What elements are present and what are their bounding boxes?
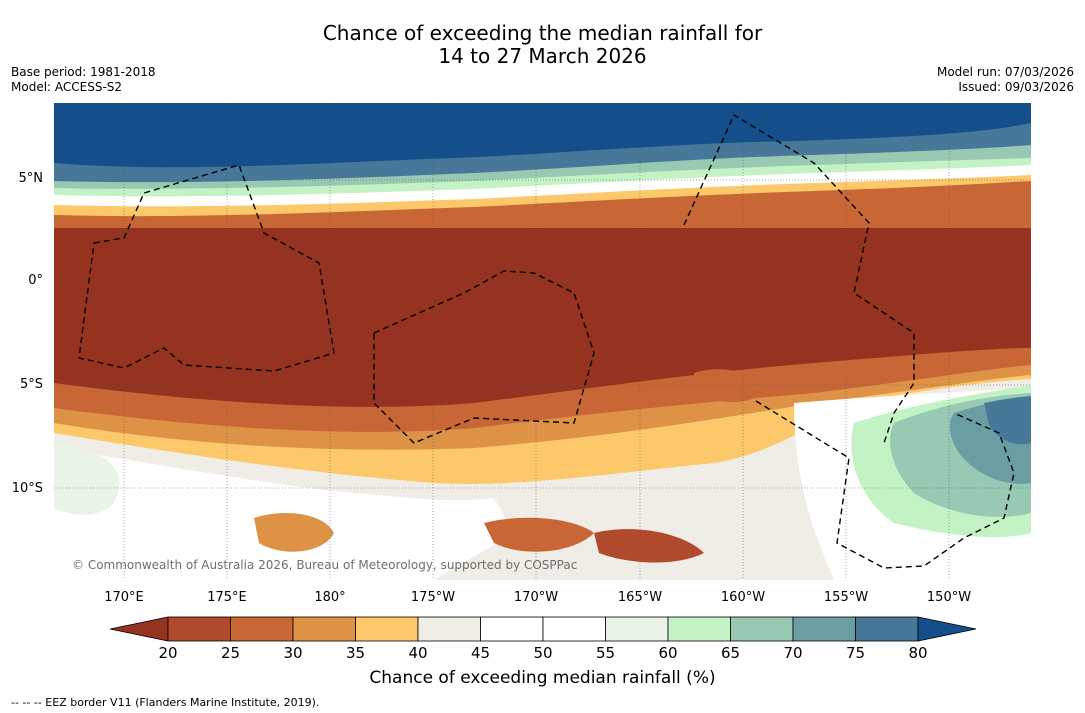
copyright-credit: © Commonwealth of Australia 2026, Bureau… [72, 558, 578, 572]
colorbar-segment [542, 616, 606, 642]
colorbar-tick-label: 35 [345, 644, 366, 662]
colorbar-segment [730, 616, 794, 642]
lon-label-170w: 170°W [513, 590, 559, 605]
lon-label-160w: 160°W [720, 590, 766, 605]
map-gridlines [54, 103, 1031, 580]
colorbar-tick-label: 40 [408, 644, 428, 662]
colorbar-segment [792, 616, 856, 642]
blotch-south-2 [484, 517, 594, 552]
lat-label-5s: 5°S [19, 377, 43, 392]
lon-label-170e: 170°E [104, 590, 144, 605]
rainfall-map: © Commonwealth of Australia 2026, Bureau… [54, 103, 1031, 580]
lon-label-175e: 175°E [207, 590, 247, 605]
colorbar-tick-label: 65 [720, 644, 741, 662]
colorbar-tick-label: 30 [283, 644, 303, 662]
colorbar-segment [417, 616, 481, 642]
colorbar-tick-label: 75 [845, 644, 866, 662]
colorbar-tick-label: 25 [220, 644, 241, 662]
issued-date: Issued: 09/03/2026 [958, 80, 1074, 94]
colorbar-tick-label: 55 [595, 644, 616, 662]
colorbar-extend-high [917, 616, 977, 642]
band-south-60 [54, 443, 120, 515]
colorbar-tick-label: 70 [783, 644, 803, 662]
meta-left: Base period: 1981-2018 Model: ACCESS-S2 [11, 65, 156, 95]
colorbar-segment [292, 616, 356, 642]
model-run: Model run: 07/03/2026 [936, 65, 1074, 79]
colorbar-tick-label: 20 [158, 644, 178, 662]
lon-label-175w: 175°W [410, 590, 456, 605]
colorbar-segment [480, 616, 544, 642]
colorbar-segment [230, 616, 294, 642]
colorbar-segment [605, 616, 669, 642]
colorbar-tick-label: 45 [470, 644, 491, 662]
blotch-mid-1 [694, 369, 764, 403]
title-line-2: 14 to 27 March 2026 [438, 44, 647, 68]
colorbar-tick-label: 50 [533, 644, 553, 662]
colorbar-tick-label: 80 [908, 644, 928, 662]
lon-label-165w: 165°W [617, 590, 663, 605]
base-period: Base period: 1981-2018 [11, 65, 156, 79]
model-name: Model: ACCESS-S2 [11, 80, 123, 94]
colorbar-segment [855, 616, 919, 642]
eez-line-south [755, 400, 1015, 569]
map-title: Chance of exceeding the median rainfall … [0, 22, 1085, 68]
eez-kiribati-gilbert [78, 164, 335, 372]
colorbar-extend-low [110, 616, 169, 642]
colorbar [110, 616, 977, 642]
lon-label-150w: 150°W [926, 590, 972, 605]
band-north-30 [54, 181, 1031, 228]
colorbar-segment [355, 616, 419, 642]
eez-borders [78, 113, 1015, 569]
colorbar-segment [167, 616, 231, 642]
lat-label-5n: 5°N [18, 171, 44, 186]
eez-line-islands [683, 113, 915, 444]
map-bands [54, 103, 1031, 580]
colorbar-tick-label: 60 [658, 644, 678, 662]
blotch-south-3 [594, 529, 704, 563]
lon-label-155w: 155°W [823, 590, 869, 605]
colorbar-segment [667, 616, 731, 642]
blotch-south-1 [254, 513, 334, 552]
eez-phoenix [373, 270, 595, 444]
colorbar-label: Chance of exceeding median rainfall (%) [369, 668, 716, 688]
lat-label-0: 0° [28, 273, 43, 288]
lon-label-180: 180° [314, 590, 346, 605]
lat-label-10s: 10°S [11, 481, 43, 496]
eez-footnote: -- -- -- EEZ border V11 (Flanders Marine… [11, 696, 320, 709]
meta-right: Model run: 07/03/2026 Issued: 09/03/2026 [937, 65, 1074, 95]
title-line-1: Chance of exceeding the median rainfall … [322, 21, 763, 45]
